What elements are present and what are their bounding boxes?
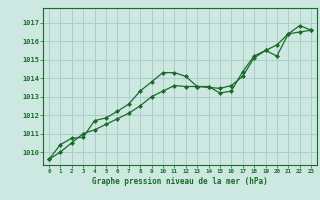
X-axis label: Graphe pression niveau de la mer (hPa): Graphe pression niveau de la mer (hPa): [92, 177, 268, 186]
